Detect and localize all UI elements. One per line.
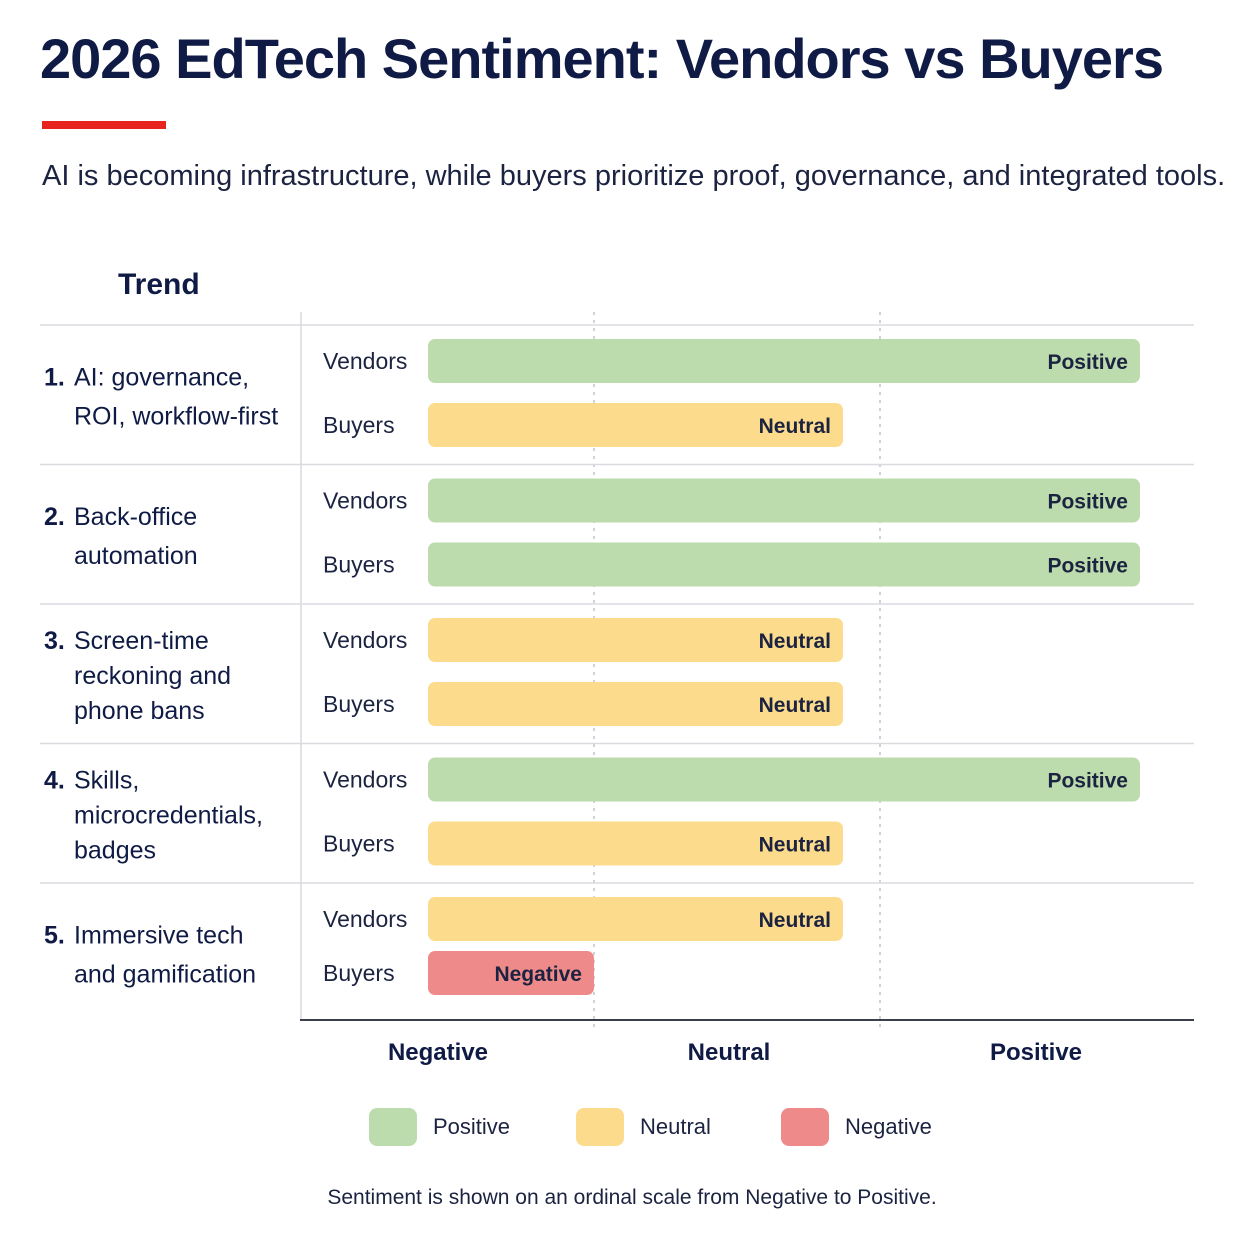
chart-title: 2026 EdTech Sentiment: Vendors vs Buyers xyxy=(40,27,1164,90)
trend-column-header: Trend xyxy=(118,268,200,301)
category-label-1-line-1: AI: governance, xyxy=(74,363,249,391)
bar-value-label-vendors-2: Positive xyxy=(1047,491,1128,514)
bar-value-label-buyers-1: Neutral xyxy=(759,415,831,438)
bar-value-label-vendors-4: Positive xyxy=(1047,770,1128,793)
category-label-1-line-2: ROI, workflow-first xyxy=(74,402,278,430)
x-tick-label-negative: Negative xyxy=(388,1039,488,1066)
bar-value-label-buyers-3: Neutral xyxy=(759,694,831,717)
category-label-2-line-2: automation xyxy=(74,542,198,570)
bar-buyers-1 xyxy=(428,403,843,447)
category-label-3-line-1: Screen-time xyxy=(74,627,209,655)
category-label-5-line-2: and gamification xyxy=(74,960,256,988)
category-label-3-line-3: phone bans xyxy=(74,697,205,725)
series-label-buyers-1: Buyers xyxy=(323,412,395,438)
bar-value-label-buyers-5: Negative xyxy=(494,963,582,986)
category-label-3-line-2: reckoning and xyxy=(74,662,231,690)
legend-label-positive: Positive xyxy=(433,1114,511,1139)
bar-vendors-3 xyxy=(428,618,843,662)
chart-subtitle: AI is becoming infrastructure, while buy… xyxy=(42,160,1226,192)
bar-value-label-buyers-2: Positive xyxy=(1047,555,1128,578)
bar-buyers-3 xyxy=(428,682,843,726)
category-number-2: 2. xyxy=(44,503,65,531)
category-number-4: 4. xyxy=(44,766,65,794)
bar-vendors-2 xyxy=(428,478,1140,523)
bar-vendors-4 xyxy=(428,757,1140,802)
series-label-vendors-2: Vendors xyxy=(323,488,407,514)
series-label-vendors-3: Vendors xyxy=(323,627,407,653)
bar-buyers-2 xyxy=(428,542,1140,587)
x-tick-label-neutral: Neutral xyxy=(688,1039,771,1066)
chart-footnote: Sentiment is shown on an ordinal scale f… xyxy=(327,1186,937,1209)
legend-swatch-neutral xyxy=(576,1108,624,1146)
category-number-1: 1. xyxy=(44,363,65,391)
legend: Positive Neutral Negative xyxy=(0,1108,1254,1148)
category-label-4-line-1: Skills, xyxy=(74,766,139,794)
bar-buyers-4 xyxy=(428,821,843,866)
series-label-buyers-2: Buyers xyxy=(323,552,395,578)
bar-value-label-vendors-3: Neutral xyxy=(759,630,831,653)
bar-value-label-buyers-4: Neutral xyxy=(759,834,831,857)
category-number-3: 3. xyxy=(44,627,65,655)
bar-value-label-vendors-1: Positive xyxy=(1047,351,1128,374)
category-label-5-line-1: Immersive tech xyxy=(74,921,243,949)
series-label-vendors-4: Vendors xyxy=(323,767,407,793)
bar-vendors-5 xyxy=(428,897,843,941)
category-number-5: 5. xyxy=(44,921,65,949)
series-label-vendors-1: Vendors xyxy=(323,348,407,374)
series-label-buyers-3: Buyers xyxy=(323,691,395,717)
legend-label-negative: Negative xyxy=(845,1114,932,1139)
category-label-2-line-1: Back-office xyxy=(74,503,197,531)
category-label-4-line-3: badges xyxy=(74,836,156,864)
title-accent-rule xyxy=(42,121,166,129)
series-label-buyers-4: Buyers xyxy=(323,831,395,857)
bar-buyers-5 xyxy=(428,951,594,995)
legend-swatch-positive xyxy=(369,1108,417,1146)
series-label-buyers-5: Buyers xyxy=(323,960,395,986)
bar-value-label-vendors-5: Neutral xyxy=(759,909,831,932)
category-label-4-line-2: microcredentials, xyxy=(74,801,263,829)
bar-vendors-1 xyxy=(428,339,1140,383)
legend-label-neutral: Neutral xyxy=(640,1114,711,1139)
x-tick-label-positive: Positive xyxy=(990,1039,1082,1066)
series-label-vendors-5: Vendors xyxy=(323,906,407,932)
legend-swatch-negative xyxy=(781,1108,829,1146)
